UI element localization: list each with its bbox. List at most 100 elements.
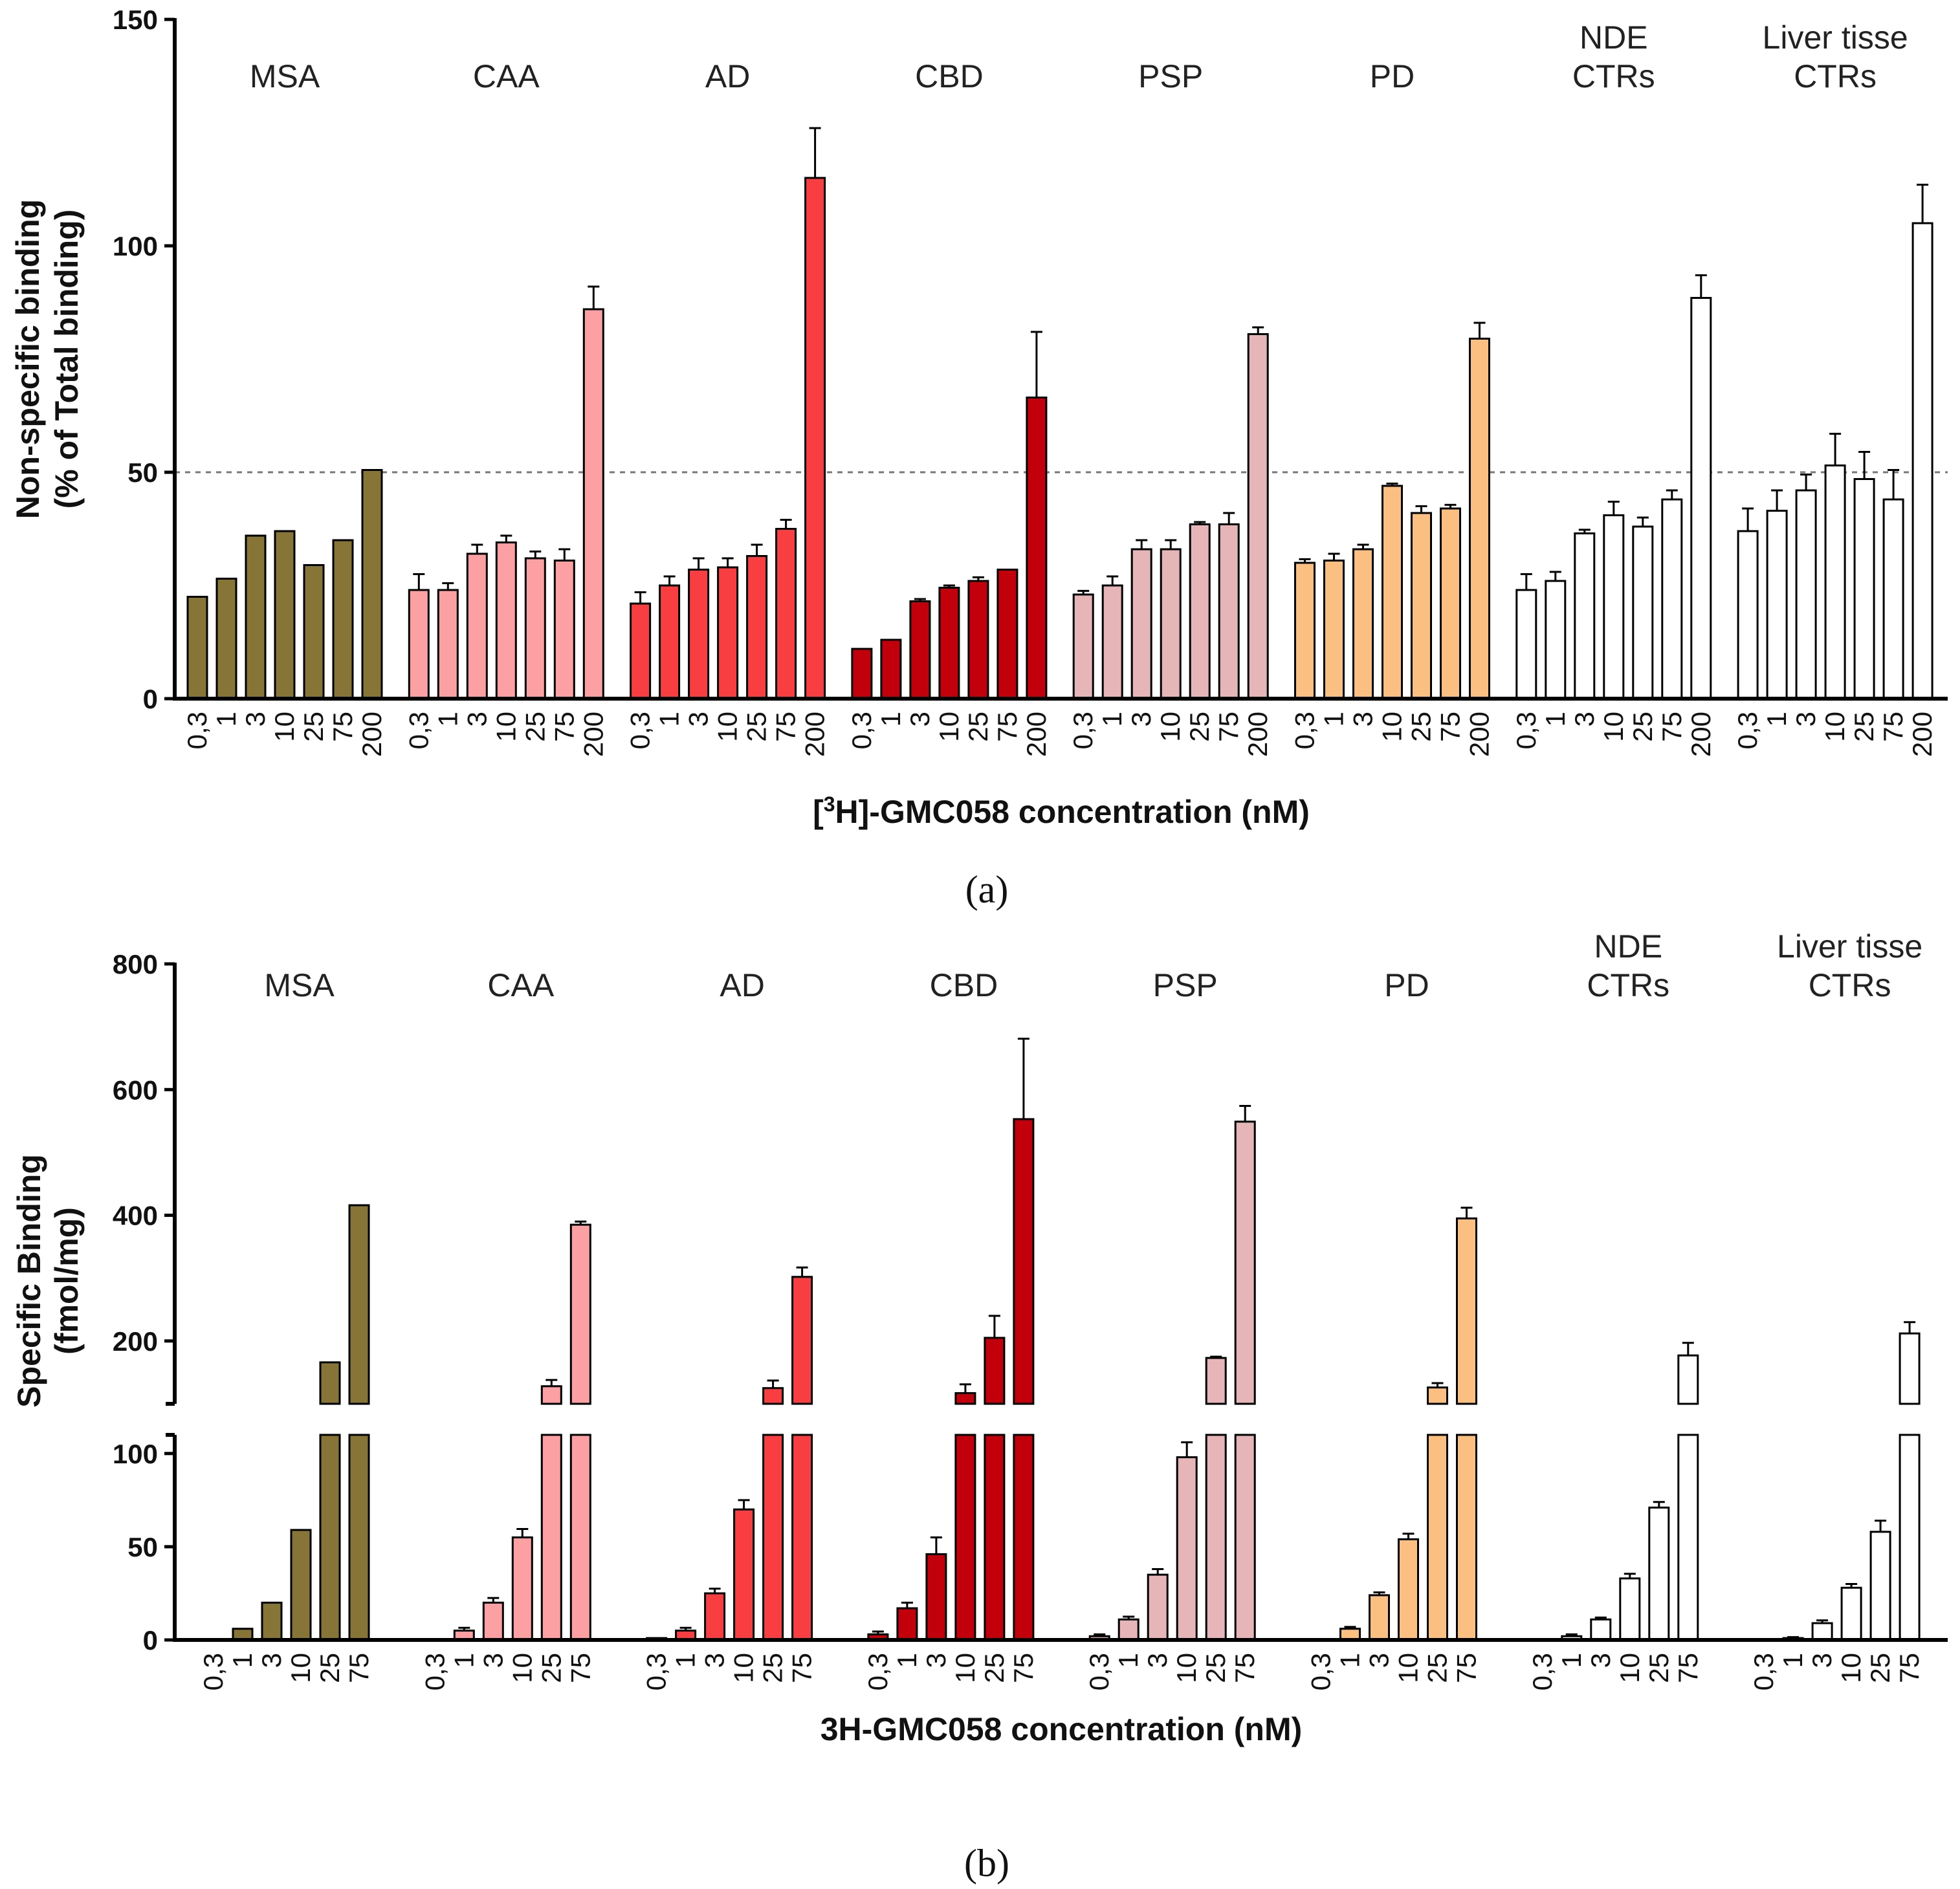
panel-a-xtick-label: 3 [1348,712,1378,726]
panel-a-xlabel-superscript: 3 [824,792,835,816]
panel-a-xtick-label: 0,3 [1511,712,1541,749]
panel-b-group-label: PSP [1153,967,1218,1003]
panel-b-xtick-label: 1 [1335,1653,1365,1668]
panel-a-xtick-label: 10 [712,712,743,742]
panel-b-bar-lower-segment [1456,1434,1477,1641]
panel-a-bar [1352,548,1374,700]
panel-a-bar [717,566,739,700]
panel-a-xtick-label: 3 [461,712,492,726]
panel-b-group-label: CTRs [1587,967,1669,1003]
panel-a-xtick-label: 25 [1627,712,1658,742]
panel-a-xtick-label: 0,3 [1290,712,1320,749]
panel-b-xtick-label: 25 [536,1653,566,1683]
panel-b-xtick-label: 75 [1008,1653,1039,1683]
panel-a-bar [775,528,797,700]
panel-b-xtick-label: 0,3 [641,1653,672,1690]
panel-a-xlabel: [3H]-GMC058 concentration (nM) [813,792,1310,830]
panel-b-bar [1369,1594,1390,1641]
panel-b-xtick-label: 3 [1807,1653,1837,1668]
panel-b-group-label: AD [720,967,764,1003]
panel-b-bar-lower-segment [540,1434,562,1641]
panel-b-xtick-label: 10 [729,1653,759,1683]
panel-a-xtick-label: 10 [1155,712,1185,742]
panel-b-xtick-label: 75 [787,1653,817,1683]
panel-a-xtick-label: 75 [327,712,358,742]
panel-a-bar [1160,548,1182,700]
panel-a-xtick-label: 0,3 [1732,712,1763,749]
panel-b-xtick-label: 3 [256,1653,287,1668]
panel-a-bar [1690,297,1712,700]
panel-a-group-label: CAA [473,58,540,94]
panel-b-bar [511,1536,533,1641]
panel-b-bar [791,1276,813,1405]
panel-a-bar [1545,580,1567,700]
panel-a-bar [1574,532,1596,700]
panel-b-group-label: CTRs [1809,967,1891,1003]
panel-b-xtick-label: 10 [285,1653,316,1683]
panel-a-ylabel-line2: (% of Total binding) [49,210,85,509]
panel-a-xtick-label: 0,3 [625,712,655,749]
panel-a-xtick-label: 0,3 [1068,712,1098,749]
panel-a-bar [1323,560,1345,700]
panel-b-xtick-label: 25 [1644,1653,1674,1683]
panel-b-bar [925,1553,947,1641]
panel-a-bar [967,580,989,700]
panel-b-bar [290,1529,312,1641]
panel-b-xtick-label: 1 [892,1653,922,1668]
panel-a-bar [1882,498,1904,700]
panel-b-xtick-label: 0,3 [198,1653,228,1690]
panel-a-bar [630,602,652,700]
panel-b-bar-lower-segment [762,1434,784,1641]
panel-a-xtick-label: 200 [1021,712,1052,757]
panel-b-xlabel: 3H-GMC058 concentration (nM) [820,1711,1303,1747]
panel-b-xtick-label: 3 [478,1653,508,1668]
panel-a-label: (a) [965,868,1009,911]
panel-a-bar [1469,338,1490,700]
panel-b-xtick-label: 3 [699,1653,730,1668]
panel-a-xtick-label: 75 [1435,712,1466,742]
panel-b-bar [1456,1217,1477,1405]
panel-b-xtick-label: 0,3 [1306,1653,1336,1690]
panel-b-xtick-label: 75 [1673,1653,1703,1683]
panel-b-bar [1205,1357,1227,1405]
panel-a-xtick-label: 200 [357,712,387,757]
panel-b-xtick-label: 25 [979,1653,1009,1683]
panel-a-xtick-label: 25 [1184,712,1215,742]
panel-a-bar [1247,333,1269,700]
panel-b-ytick-label: 0 [143,1625,158,1655]
panel-a-group-label: CBD [915,58,984,94]
panel-b-xtick-label: 75 [565,1653,595,1683]
panel-a-xtick-label: 10 [490,712,521,742]
panel-a-xtick-label: 3 [240,712,270,726]
panel-b-bar [540,1385,562,1405]
panel-a-bar [582,308,604,700]
panel-b-chart: Specific Binding (fmol/mg) 3H-GMC058 con… [11,928,1950,1884]
panel-b-bar [1013,1118,1035,1405]
panel-b-xtick-label: 1 [227,1653,258,1668]
panel-a-bar [746,555,768,700]
panel-a-xtick-label: 25 [520,712,550,742]
panel-b-xtick-label: 3 [1585,1653,1616,1668]
panel-a-bar [997,569,1019,700]
panel-a-xtick-label: 0,3 [403,712,434,749]
panel-a-xtick-label: 1 [1540,712,1570,726]
panel-b-xtick-label: 25 [758,1653,788,1683]
panel-b-label: (b) [964,1842,1009,1884]
panel-b-bar [1840,1586,1862,1641]
panel-a-xtick-label: 75 [549,712,579,742]
panel-b-xtick-label: 10 [1393,1653,1424,1683]
panel-a-bar [1853,478,1875,700]
panel-a-chart: Non-specific binding (% of Total binding… [10,5,1948,911]
panel-a-bar [1737,530,1759,700]
panel-b-ylabel-line2: (fmol/mg) [49,1207,85,1355]
panel-b-xtick-label: 10 [950,1653,980,1683]
panel-a-xtick-label: 0,3 [846,712,877,749]
panel-a-bar [553,560,575,700]
panel-b-xtick-label: 25 [1865,1653,1895,1683]
panel-a-xtick-label: 25 [1406,712,1437,742]
panel-b-bar [319,1361,341,1405]
